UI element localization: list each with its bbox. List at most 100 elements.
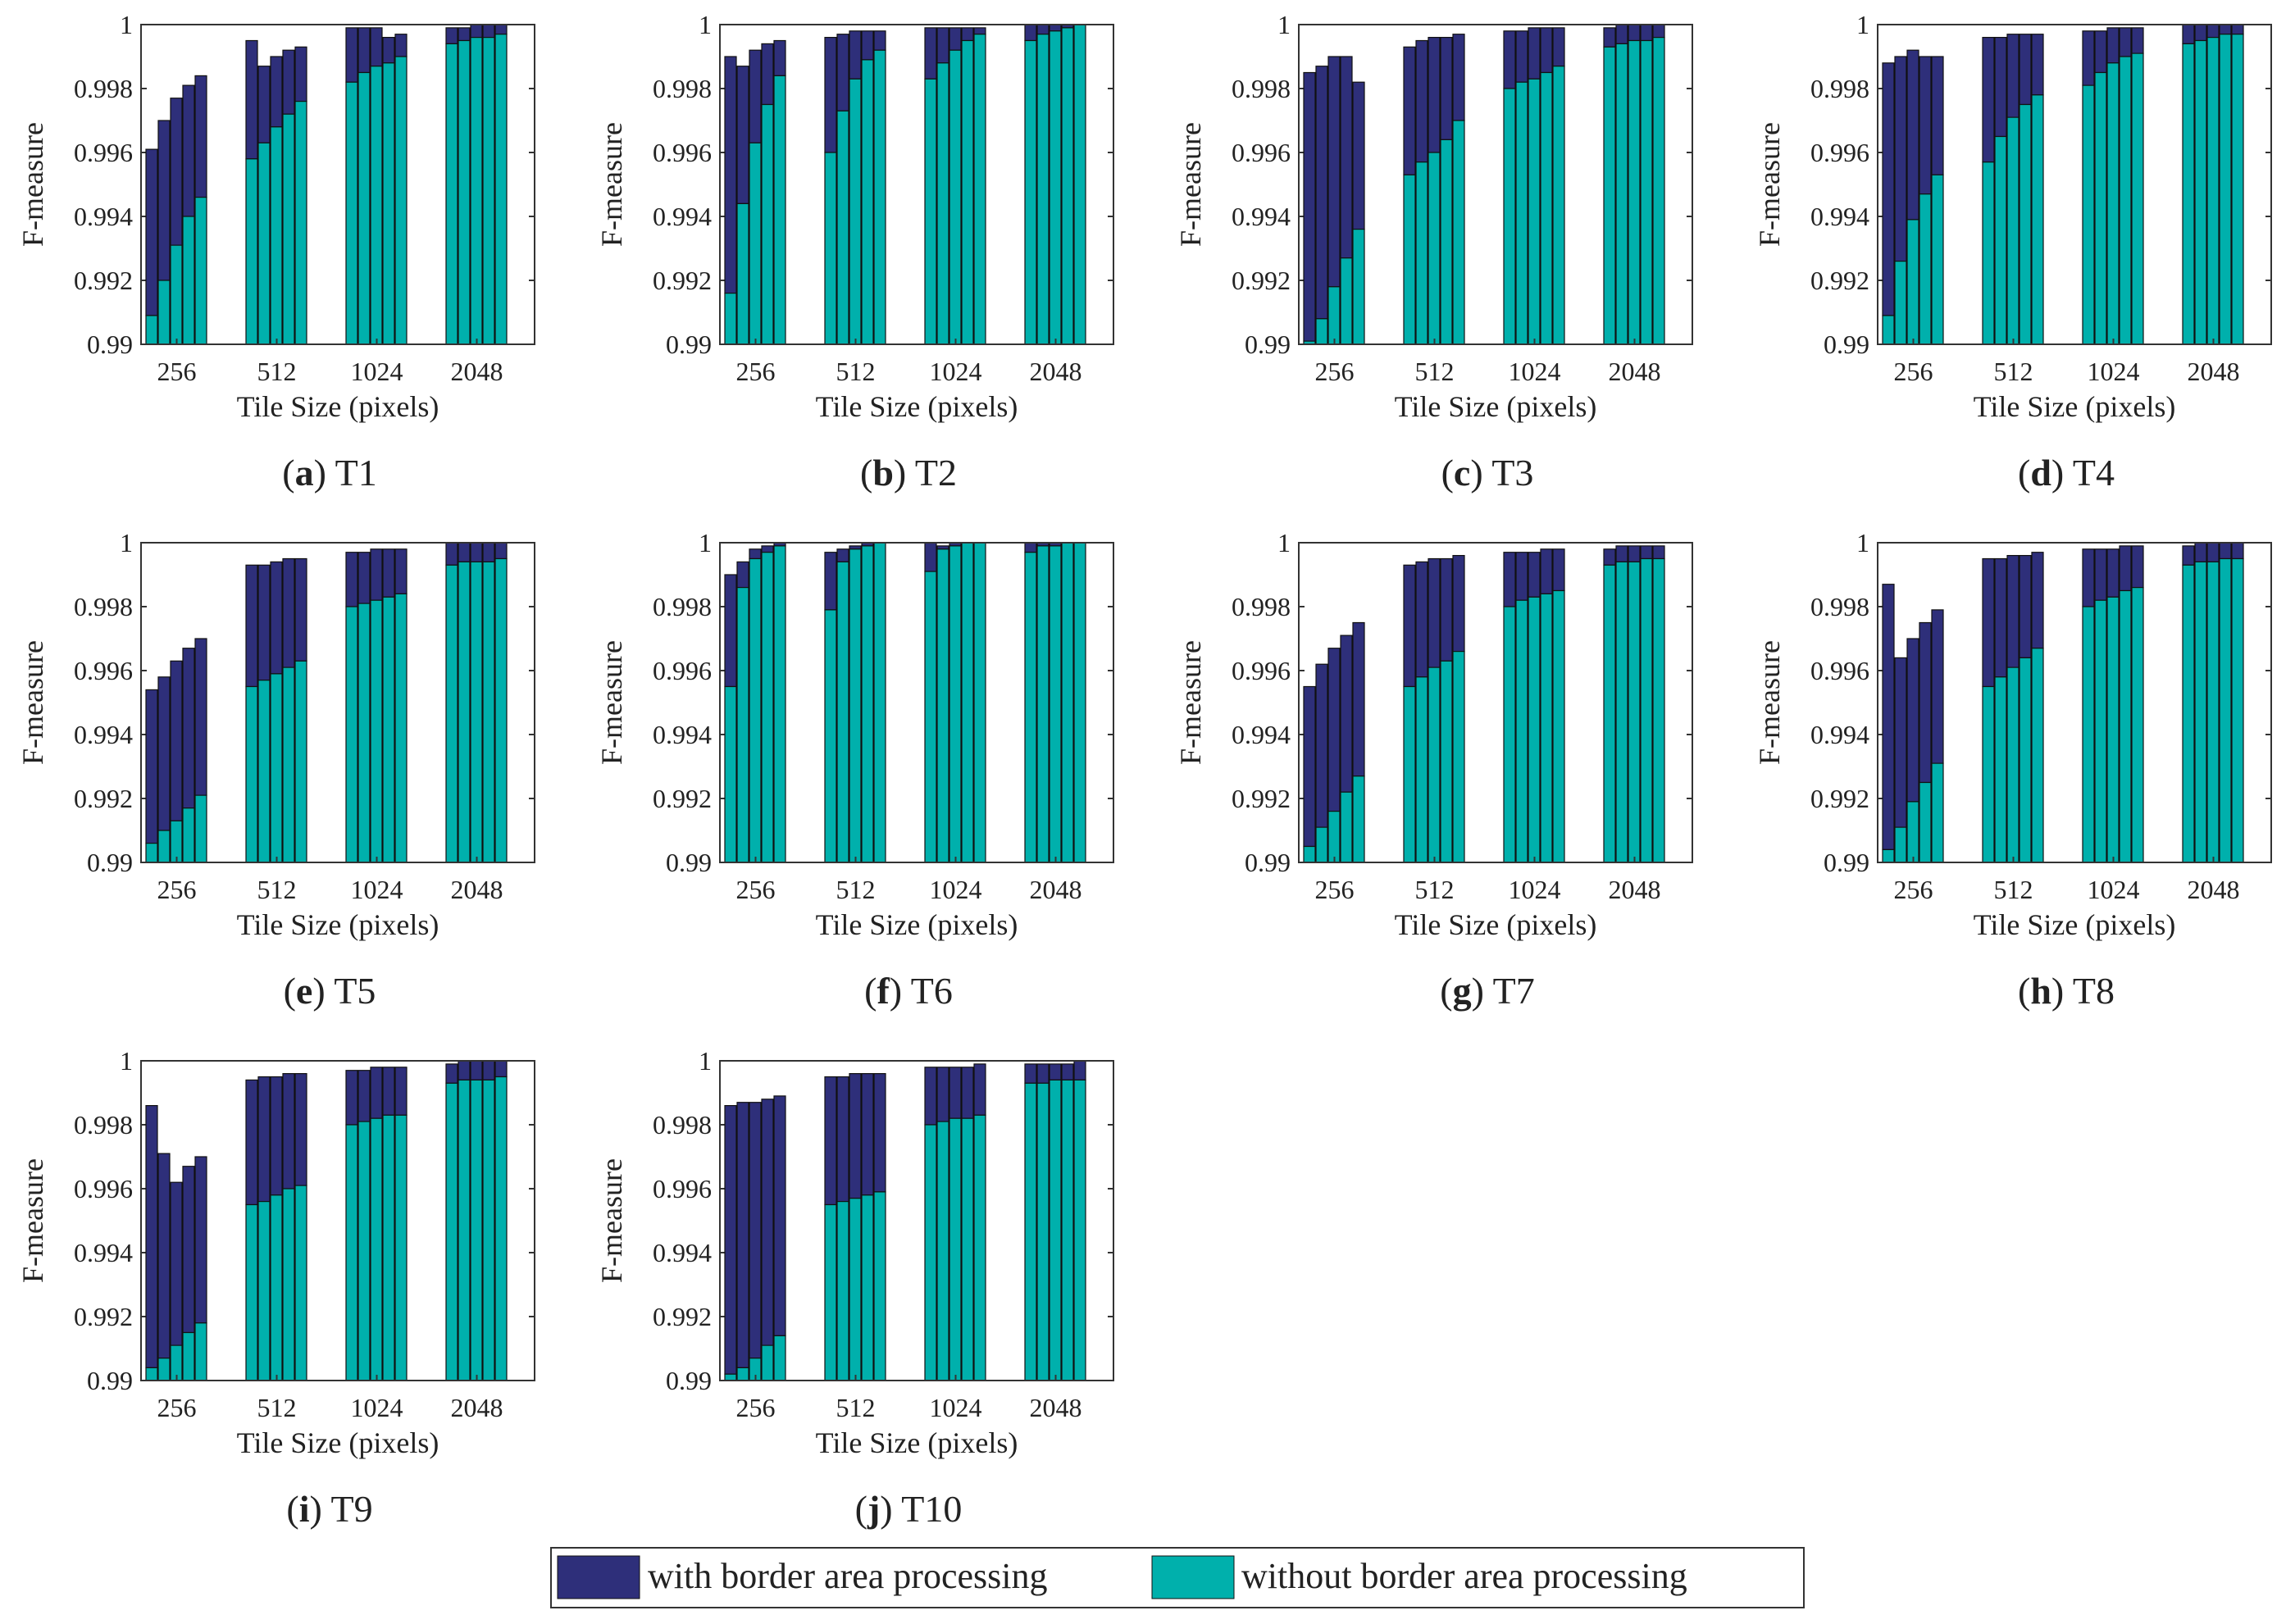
bar-with-border [1552,548,1565,592]
x-tick-label: 1024 [2088,875,2140,904]
panel-caption: (h) T8 [2018,970,2115,1012]
bar-without-border [2131,586,2144,863]
bar-without-border [1073,1079,1086,1381]
bar-with-border [736,1102,749,1368]
x-tick-label: 512 [836,1393,876,1422]
bar-without-border [1528,596,1541,863]
y-tick-label: 0.996 [74,138,133,167]
bar-without-border [270,673,283,863]
bar-without-border [2194,561,2207,863]
bar-without-border [836,1200,849,1381]
bar-with-border [1931,56,1944,175]
bar-with-border [157,1153,171,1359]
bar-without-border [1640,557,1653,863]
x-tick-label: 256 [1894,357,1933,386]
y-tick-label: 0.996 [1810,138,1869,167]
bar-with-border [2019,34,2032,106]
bar-with-border [394,548,408,594]
bar-with-border [1428,36,1441,153]
bar-without-border [1061,27,1074,345]
bar-with-border [294,1072,307,1186]
bar-without-border [1931,762,1944,863]
bar-without-border [1036,545,1050,863]
bar-without-border [257,142,271,345]
bar-without-border [724,1373,737,1381]
bar-without-border [724,685,737,863]
panel-caption: (i) T9 [286,1488,372,1530]
y-tick-label: 0.996 [1810,656,1869,685]
bar-without-border [949,545,962,863]
y-tick-label: 0.99 [666,330,712,359]
bar-without-border [2206,36,2220,345]
bar-without-border [470,36,483,345]
bar-without-border [1315,826,1328,863]
bar-without-border [824,152,837,345]
bar-without-border [282,666,295,863]
y-tick-label: 1 [120,528,133,557]
panel-caption: (f) T6 [864,970,953,1012]
bar-without-border [2119,589,2132,863]
bar-without-border [1415,161,1428,345]
bar-with-border [973,27,986,35]
bar-without-border [257,680,271,863]
x-tick-label: 2048 [1609,875,1661,904]
bar-without-border [2219,34,2232,345]
x-tick-label: 256 [157,357,197,386]
y-axis-label: F-measure [595,122,628,247]
x-tick-label: 256 [1315,875,1355,904]
bar-without-border [394,56,408,345]
y-axis-label: F-measure [1174,640,1207,765]
bar-with-border [1906,49,1919,221]
bar-without-border [1049,545,1062,863]
bar-without-border [873,542,886,863]
bar-without-border [470,561,483,863]
bar-with-border [1024,1063,1037,1084]
bar-without-border [2182,43,2195,345]
y-tick-label: 0.99 [666,848,712,877]
bar-without-border [2106,62,2120,345]
y-tick-label: 0.994 [74,202,133,231]
y-tick-label: 0.998 [653,74,712,103]
bar-with-border [773,1095,786,1337]
bar-with-border [836,1076,849,1203]
bar-without-border [1024,552,1037,863]
x-tick-label: 256 [157,1393,197,1422]
bar-with-border [824,552,837,611]
bar-with-border [370,27,383,67]
bar-without-border [1628,561,1641,863]
bar-without-border [345,606,358,863]
bar-without-border [1603,46,1616,345]
x-axis-label: Tile Size (pixels) [1974,908,2176,941]
bar-with-border [394,34,408,57]
bar-with-border [345,552,358,607]
y-tick-label: 1 [1856,10,1869,39]
bar-with-border [2206,24,2220,39]
bar-without-border [194,794,207,863]
x-tick-label: 2048 [451,875,503,904]
bar-without-border [961,1117,974,1381]
x-axis-label: Tile Size (pixels) [1395,908,1597,941]
bar-without-border [949,1117,962,1381]
bar-without-border [394,1114,408,1381]
bar-with-border [1894,657,1907,828]
bar-with-border [949,27,962,51]
bar-without-border [245,1203,258,1381]
y-tick-label: 0.998 [74,1110,133,1140]
bar-with-border [2006,34,2020,118]
bar-with-border [494,1060,508,1078]
bar-without-border [1024,39,1037,345]
bar-with-border [849,1072,862,1199]
chart-panel-c: 0.99 0.992 0.994 0.996 0.998 1 256 512 1024 2048 T… [1174,10,1693,494]
y-tick-label: 0.992 [653,784,712,813]
chart-panel-a: 0.99 0.992 0.994 0.996 0.998 1 256 512 1024 2048 T… [16,10,535,494]
x-tick-label: 512 [1415,357,1455,386]
x-tick-label: 1024 [351,1393,403,1422]
bar-with-border [1049,1063,1062,1081]
bar-with-border [2206,542,2220,562]
bar-with-border [2006,554,2020,668]
bar-with-border [761,545,774,553]
bar-with-border [924,542,937,572]
bar-with-border [1061,1063,1074,1081]
bar-without-border [736,202,749,345]
bar-without-border [2106,596,2120,863]
